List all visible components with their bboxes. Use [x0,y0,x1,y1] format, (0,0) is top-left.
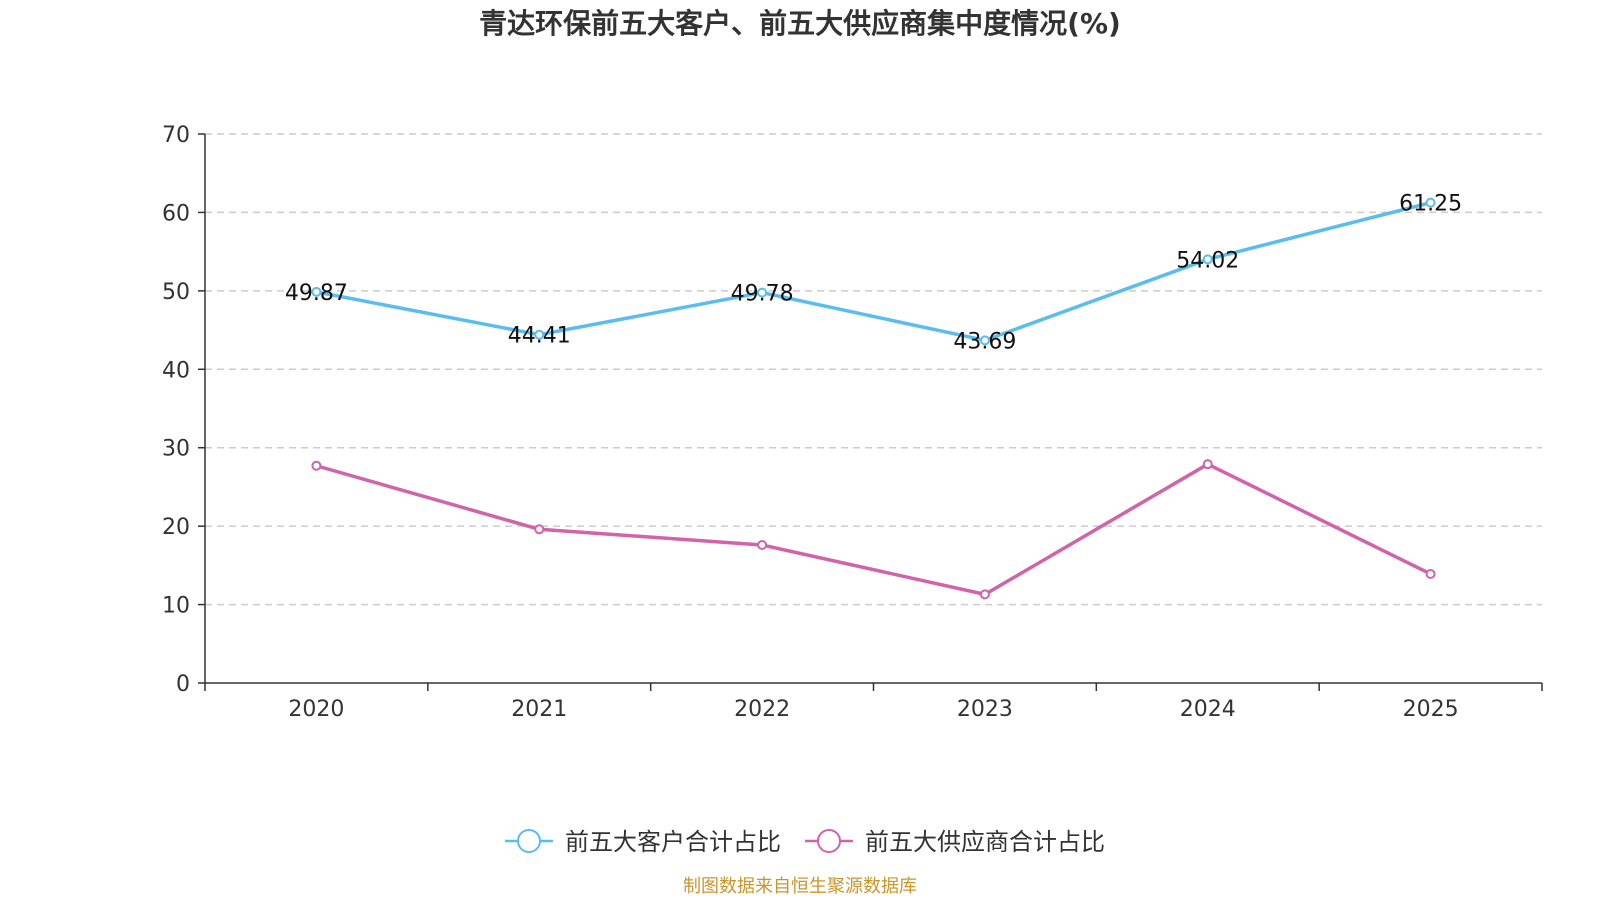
legend-item-1[interactable]: 前五大客户合计占比 [505,828,781,856]
y-tick-label-20: 20 [162,515,190,540]
data-point-2025 [1425,568,1436,579]
data-label-2025: 61.25 [1399,192,1462,217]
y-tick-label-50: 50 [162,280,190,305]
x-tick-label-2022: 2022 [734,697,790,722]
y-tick-label-10: 10 [162,594,190,619]
data-label-2021: 44.41 [508,324,571,349]
data-point-2022 [757,539,768,550]
series-line-1 [316,200,1432,343]
legend-label: 前五大客户合计占比 [565,828,781,856]
data-label-2020: 49.87 [285,281,348,306]
data-point-2020 [311,286,322,297]
data-point-2021 [534,329,545,340]
y-tick-label-0: 0 [176,672,190,697]
y-tick-label-30: 30 [162,437,190,462]
chart-title: 青达环保前五大客户、前五大供应商集中度情况(%) [479,7,1121,40]
data-point-2022 [757,287,768,298]
x-tick-label-2024: 2024 [1180,697,1236,722]
data-point-2021 [534,524,545,535]
grid-lines [205,133,1542,606]
data-label-2023: 43.69 [953,329,1016,354]
axes: 0 10 20 30 40 50 60 70 2020 2021 2022 2023 2024 2025 [162,123,1543,722]
x-tick-label-2021: 2021 [511,697,567,722]
data-point-2023 [979,589,990,600]
x-tick-label-2025: 2025 [1403,697,1459,722]
data-point-2020 [311,460,322,471]
series-line-2 [315,462,1432,597]
legend-marker [517,829,541,853]
series-layer: 49.87 44.41 49.78 43.69 54.02 61.25 [285,192,1462,600]
series-2 [311,459,1436,600]
legend-marker [817,829,841,853]
series-1: 49.87 44.41 49.78 43.69 54.02 61.25 [285,192,1462,355]
data-point-2024 [1202,254,1213,265]
data-label-2024: 54.02 [1176,248,1239,273]
data-point-2025 [1425,197,1436,208]
y-tick-label-60: 60 [162,201,190,226]
data-point-2024 [1202,459,1213,470]
data-label-2022: 49.78 [731,282,794,307]
x-tick-label-2020: 2020 [288,697,344,722]
y-tick-label-40: 40 [162,358,190,383]
legend[interactable]: 前五大客户合计占比 前五大供应商合计占比 [505,828,1105,856]
legend-item-2[interactable]: 前五大供应商合计占比 [805,828,1105,856]
x-tick-label-2023: 2023 [957,697,1013,722]
y-tick-label-70: 70 [162,123,190,148]
legend-label: 前五大供应商合计占比 [865,828,1105,856]
data-point-2023 [979,335,990,346]
source-note: 制图数据来自恒生聚源数据库 [683,876,917,897]
